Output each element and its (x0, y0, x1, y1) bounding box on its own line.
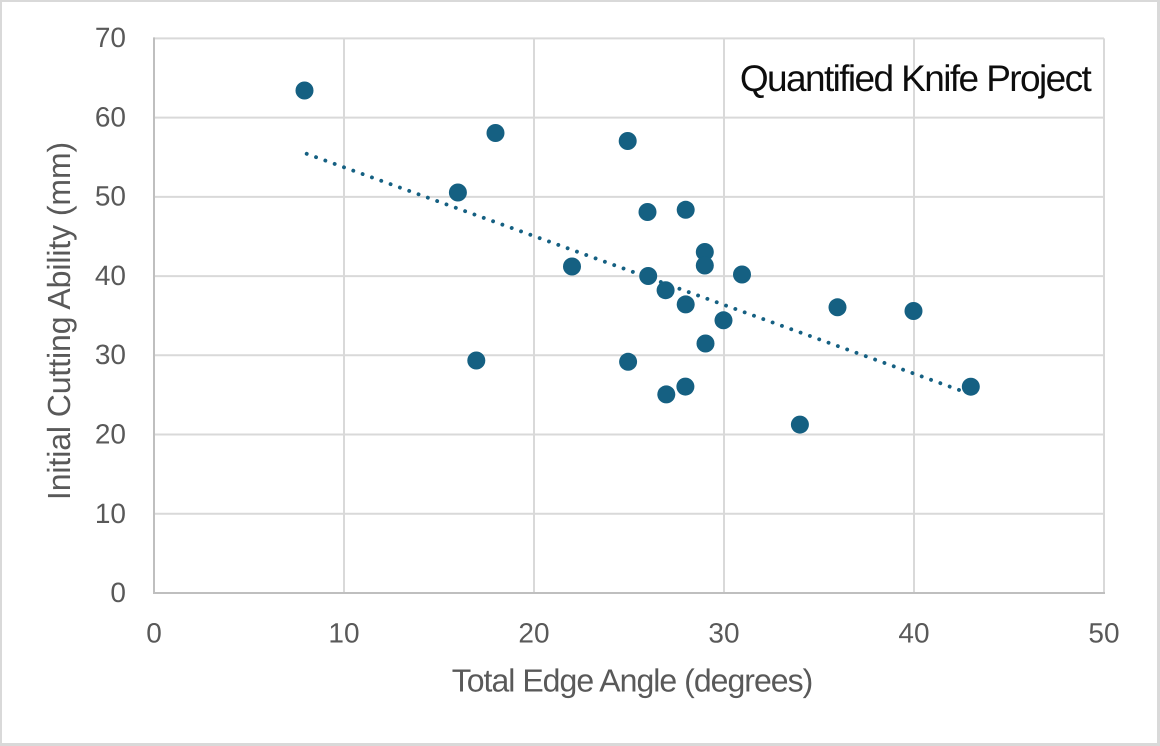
svg-text:10: 10 (95, 498, 126, 529)
svg-text:Initial Cutting Ability (mm): Initial Cutting Ability (mm) (41, 142, 77, 500)
svg-text:60: 60 (95, 101, 126, 132)
svg-text:20: 20 (95, 419, 126, 450)
svg-text:0: 0 (110, 577, 126, 608)
svg-text:0: 0 (146, 618, 162, 649)
svg-text:40: 40 (95, 260, 126, 291)
svg-text:70: 70 (95, 22, 126, 53)
svg-text:50: 50 (95, 181, 126, 212)
svg-text:Total Edge Angle (degrees): Total Edge Angle (degrees) (452, 662, 813, 698)
svg-text:Quantified Knife Project: Quantified Knife Project (740, 58, 1093, 99)
svg-text:10: 10 (328, 618, 359, 649)
svg-text:30: 30 (95, 339, 126, 370)
svg-text:40: 40 (898, 618, 929, 649)
svg-text:30: 30 (708, 618, 739, 649)
svg-text:50: 50 (1088, 618, 1119, 649)
svg-text:20: 20 (518, 618, 549, 649)
